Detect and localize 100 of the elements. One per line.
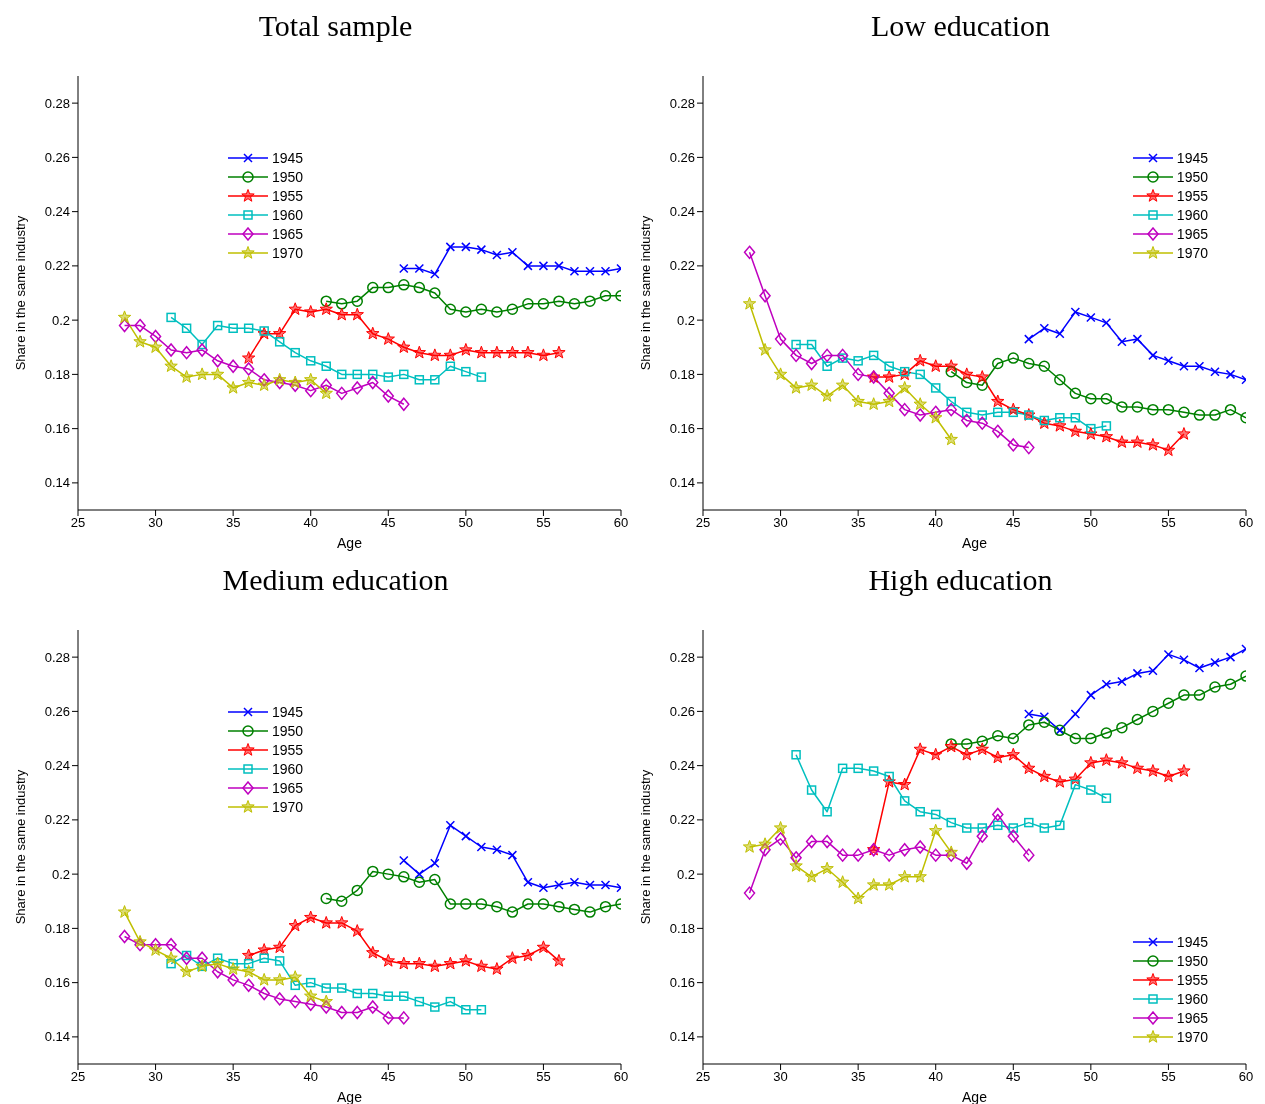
point — [443, 956, 458, 970]
legend-label: 1945 — [272, 149, 304, 166]
point — [368, 988, 378, 999]
point — [945, 365, 957, 378]
y-tick-label: 0.28 — [44, 95, 70, 111]
point — [1008, 823, 1019, 833]
legend-label: 1950 — [1176, 952, 1208, 969]
point — [134, 318, 146, 333]
point — [241, 948, 256, 962]
point — [460, 898, 472, 910]
point — [913, 869, 927, 883]
point — [1132, 334, 1143, 344]
point — [929, 823, 943, 837]
point — [1131, 713, 1144, 726]
x-tick-label: 50 — [458, 515, 474, 531]
y-axis-title: Share in the same industry — [12, 215, 28, 371]
point — [866, 397, 881, 410]
point — [211, 354, 224, 368]
point — [366, 945, 380, 959]
y-tick-label: 0.18 — [669, 920, 695, 936]
legend-label: 1955 — [272, 187, 304, 204]
point — [181, 950, 192, 961]
x-tick-label: 35 — [225, 1069, 241, 1085]
point — [351, 884, 364, 897]
point — [257, 972, 271, 986]
point — [1178, 406, 1190, 419]
point — [166, 312, 176, 323]
point — [1007, 352, 1020, 364]
x-tick-label: 45 — [381, 515, 396, 531]
point — [742, 296, 757, 310]
point — [1007, 732, 1020, 745]
point — [1178, 689, 1190, 701]
legend-label: 1960 — [272, 760, 304, 777]
point — [491, 900, 503, 913]
point — [412, 956, 426, 970]
x-axis-title: Age — [337, 1089, 363, 1104]
point — [507, 247, 518, 258]
point — [445, 361, 456, 371]
point — [1070, 307, 1081, 317]
point — [773, 367, 788, 381]
point — [133, 334, 147, 348]
point — [212, 953, 223, 963]
point — [226, 380, 240, 394]
point — [913, 353, 927, 367]
point — [304, 383, 317, 398]
x-tick-label: 55 — [536, 1069, 551, 1085]
point — [445, 996, 456, 1007]
point — [884, 361, 894, 371]
y-axis-title: Share in the same industry — [637, 769, 653, 925]
point — [536, 348, 551, 362]
point — [273, 972, 287, 986]
x-tick-label: 55 — [1161, 1069, 1176, 1085]
point — [461, 366, 471, 377]
point — [320, 892, 332, 905]
point — [1101, 318, 1112, 328]
point — [164, 951, 178, 964]
point — [1130, 435, 1145, 448]
y-tick-label: 0.28 — [669, 649, 695, 665]
point — [461, 831, 471, 841]
point — [505, 345, 520, 359]
point — [430, 375, 440, 385]
point — [868, 350, 879, 361]
chart-title: High education — [867, 562, 1054, 598]
point — [915, 369, 925, 380]
x-tick-label: 35 — [850, 515, 866, 531]
point — [414, 996, 425, 1007]
point — [554, 880, 564, 890]
point — [743, 245, 756, 260]
point — [1086, 423, 1096, 434]
legend-label: 1970 — [1176, 1028, 1208, 1045]
legend-label: 1945 — [272, 703, 304, 720]
point — [759, 288, 771, 303]
point — [790, 348, 802, 363]
point — [1161, 443, 1176, 457]
point — [537, 898, 550, 910]
point — [210, 367, 225, 381]
point — [383, 991, 394, 1001]
point — [273, 372, 287, 386]
point — [915, 806, 925, 817]
point — [429, 873, 441, 886]
legend-label: 1945 — [1176, 149, 1208, 166]
point — [1101, 793, 1112, 803]
point — [118, 318, 131, 333]
point — [552, 345, 566, 359]
point — [461, 1005, 471, 1015]
point — [1130, 761, 1145, 775]
x-tick-label: 50 — [1083, 1069, 1099, 1085]
point — [1037, 769, 1051, 783]
point — [196, 343, 208, 357]
point — [474, 345, 489, 359]
point — [1146, 764, 1160, 777]
point — [397, 956, 411, 970]
x-tick-label: 60 — [613, 1069, 629, 1085]
point — [945, 402, 957, 417]
point — [289, 994, 301, 1009]
point — [460, 306, 472, 318]
point — [791, 750, 801, 760]
point — [305, 977, 316, 988]
point — [914, 408, 926, 422]
point — [993, 407, 1003, 418]
